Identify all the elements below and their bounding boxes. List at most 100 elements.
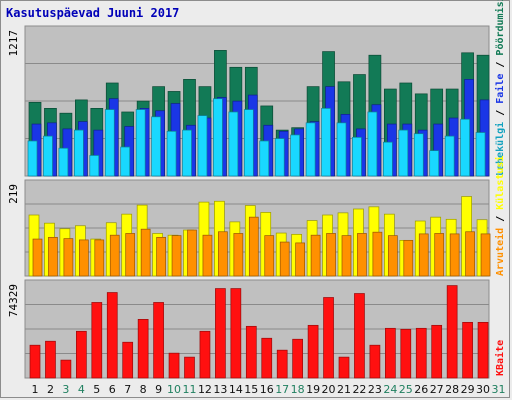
bar-arvuteid-day-10 bbox=[171, 235, 182, 277]
day-label-14: 14 bbox=[229, 383, 243, 396]
bar-kbaite-day-21 bbox=[338, 356, 350, 379]
legend-arvuteid-külastusi: Arvuteid / Külastusi bbox=[494, 156, 506, 276]
panel-bottom-max-label: 74329 bbox=[7, 284, 20, 317]
bar-pöördumisi-day-20 bbox=[321, 108, 331, 177]
bar-pöördumisi-day-18 bbox=[290, 134, 300, 177]
day-label-4: 4 bbox=[78, 383, 85, 396]
bar-pöördumisi-day-1 bbox=[27, 140, 38, 177]
bar-kbaite-day-9 bbox=[153, 302, 164, 379]
bar-kbaite-day-16 bbox=[261, 337, 273, 379]
day-label-30: 30 bbox=[476, 383, 490, 396]
bar-kbaite-day-14 bbox=[230, 288, 242, 379]
bar-pöördumisi-day-22 bbox=[352, 136, 362, 177]
bar-kbaite-day-19 bbox=[307, 324, 319, 379]
bar-arvuteid-day-7 bbox=[125, 233, 136, 277]
bar-arvuteid-day-23 bbox=[372, 231, 383, 277]
day-label-3: 3 bbox=[62, 383, 69, 396]
bar-kbaite-day-11 bbox=[184, 356, 195, 379]
day-label-24: 24 bbox=[383, 383, 397, 396]
chart-title: Kasutuspäevad Juuni 2017 bbox=[6, 6, 180, 20]
bar-arvuteid-day-17 bbox=[279, 241, 290, 277]
bar-kbaite-day-4 bbox=[75, 330, 87, 379]
bar-arvuteid-day-28 bbox=[449, 233, 460, 277]
bar-arvuteid-day-11 bbox=[187, 229, 197, 277]
bar-arvuteid-day-14 bbox=[233, 233, 244, 277]
bar-pöördumisi-day-4 bbox=[73, 129, 84, 177]
day-label-31: 31 bbox=[492, 383, 506, 396]
panel-middle-max-label: 219 bbox=[7, 184, 20, 204]
bar-pöördumisi-day-9 bbox=[151, 116, 161, 177]
legend-kbaite: KBaite bbox=[494, 340, 506, 376]
bar-pöördumisi-day-3 bbox=[58, 147, 69, 177]
legend-separator: / bbox=[495, 210, 506, 228]
bar-pöördumisi-day-30 bbox=[475, 132, 486, 177]
day-label-22: 22 bbox=[352, 383, 366, 396]
bar-arvuteid-day-3 bbox=[63, 238, 74, 277]
bar-pöördumisi-day-14 bbox=[228, 111, 239, 177]
bar-kbaite-day-6 bbox=[106, 292, 118, 379]
bar-arvuteid-day-18 bbox=[295, 242, 305, 277]
bar-arvuteid-day-22 bbox=[357, 233, 367, 277]
legend-item: Faile bbox=[494, 74, 506, 104]
day-label-17: 17 bbox=[275, 383, 289, 396]
bar-arvuteid-day-12 bbox=[202, 234, 213, 277]
bar-pöördumisi-day-23 bbox=[367, 111, 378, 177]
bar-kbaite-day-13 bbox=[215, 288, 226, 379]
bar-pöördumisi-day-10 bbox=[166, 130, 177, 177]
day-label-8: 8 bbox=[140, 383, 147, 396]
day-label-9: 9 bbox=[155, 383, 162, 396]
bar-arvuteid-day-25 bbox=[403, 239, 414, 277]
bar-kbaite-day-25 bbox=[400, 328, 412, 379]
day-label-16: 16 bbox=[260, 383, 274, 396]
day-label-25: 25 bbox=[399, 383, 413, 396]
bar-arvuteid-day-6 bbox=[109, 234, 120, 277]
day-label-23: 23 bbox=[368, 383, 382, 396]
day-label-18: 18 bbox=[291, 383, 305, 396]
bar-kbaite-day-8 bbox=[137, 319, 149, 379]
bar-kbaite-day-24 bbox=[385, 327, 396, 379]
bar-kbaite-day-1 bbox=[29, 344, 41, 379]
day-label-1: 1 bbox=[32, 383, 39, 396]
bar-pöördumisi-day-29 bbox=[460, 118, 470, 177]
bar-pöördumisi-day-19 bbox=[305, 122, 316, 177]
bar-arvuteid-day-9 bbox=[156, 236, 166, 277]
bar-pöördumisi-day-5 bbox=[89, 155, 100, 177]
bar-pöördumisi-day-15 bbox=[243, 109, 254, 177]
day-label-10: 10 bbox=[167, 383, 181, 396]
day-label-7: 7 bbox=[124, 383, 131, 396]
day-label-2: 2 bbox=[47, 383, 54, 396]
panel-top-max-label: 1217 bbox=[7, 30, 20, 57]
bar-pöördumisi-day-16 bbox=[259, 140, 270, 177]
day-label-26: 26 bbox=[414, 383, 428, 396]
bar-pöördumisi-day-8 bbox=[135, 109, 146, 177]
legend-lehekülgi-faile-pöördumisi: Lehekülgi / Faile / Pöördumisi bbox=[494, 0, 506, 176]
bar-kbaite-day-3 bbox=[60, 359, 72, 379]
bar-arvuteid-day-30 bbox=[480, 233, 491, 277]
bar-arvuteid-day-8 bbox=[140, 228, 151, 277]
bar-kbaite-day-27 bbox=[431, 324, 443, 379]
day-label-6: 6 bbox=[109, 383, 116, 396]
bar-arvuteid-day-20 bbox=[326, 233, 336, 277]
bar-pöördumisi-day-21 bbox=[336, 122, 347, 177]
bar-arvuteid-day-1 bbox=[32, 238, 43, 277]
bar-pöördumisi-day-28 bbox=[444, 135, 455, 177]
legend-item: Külastusi bbox=[494, 156, 506, 210]
day-label-11: 11 bbox=[183, 383, 197, 396]
bar-arvuteid-day-15 bbox=[248, 216, 259, 277]
bar-kbaite-day-15 bbox=[245, 325, 257, 379]
bar-pöördumisi-day-12 bbox=[197, 115, 208, 177]
bar-arvuteid-day-16 bbox=[264, 235, 275, 277]
bar-pöördumisi-day-2 bbox=[43, 135, 53, 177]
day-label-5: 5 bbox=[93, 383, 100, 396]
bar-arvuteid-day-19 bbox=[310, 234, 321, 277]
bar-kbaite-day-26 bbox=[415, 327, 427, 379]
bar-kbaite-day-5 bbox=[91, 302, 103, 379]
day-label-21: 21 bbox=[337, 383, 351, 396]
bar-kbaite-day-22 bbox=[354, 293, 365, 379]
legend-item: KBaite bbox=[494, 340, 506, 376]
bar-arvuteid-day-4 bbox=[78, 239, 89, 277]
day-label-19: 19 bbox=[306, 383, 320, 396]
bar-arvuteid-day-5 bbox=[94, 239, 105, 277]
bar-kbaite-day-12 bbox=[199, 330, 211, 379]
